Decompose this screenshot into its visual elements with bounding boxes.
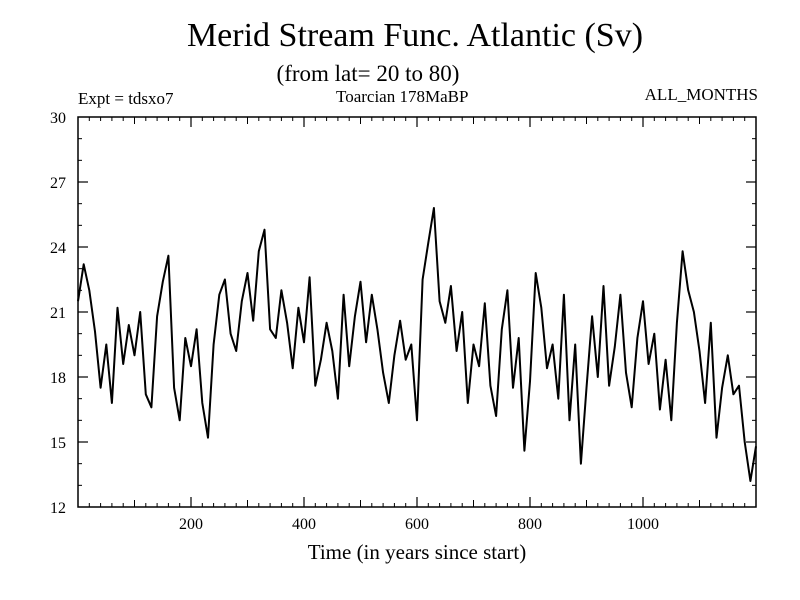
experiment-label: Expt = tdsxo7 [78, 89, 174, 108]
y-tick-label: 12 [50, 500, 66, 517]
chart-subtitle: (from lat= 20 to 80) [276, 61, 460, 86]
y-tick-label: 18 [50, 370, 66, 387]
x-tick-label: 200 [179, 516, 203, 533]
x-axis-label: Time (in years since start) [307, 540, 527, 564]
period-label: Toarcian 178MaBP [336, 87, 469, 106]
y-tick-label: 27 [50, 175, 66, 192]
months-label: ALL_MONTHS [644, 85, 758, 104]
plot-frame [77, 116, 757, 508]
x-tick-label: 600 [405, 516, 429, 533]
y-tick-label: 21 [50, 305, 66, 322]
y-tick-label: 30 [50, 110, 66, 127]
y-tick-label: 15 [50, 435, 66, 452]
x-tick-label: 800 [518, 516, 542, 533]
x-tick-label: 1000 [627, 516, 659, 533]
y-tick-label: 24 [50, 240, 66, 257]
series-line [77, 207, 757, 482]
x-tick-label: 400 [292, 516, 316, 533]
chart-title: Merid Stream Func. Atlantic (Sv) [186, 17, 644, 54]
